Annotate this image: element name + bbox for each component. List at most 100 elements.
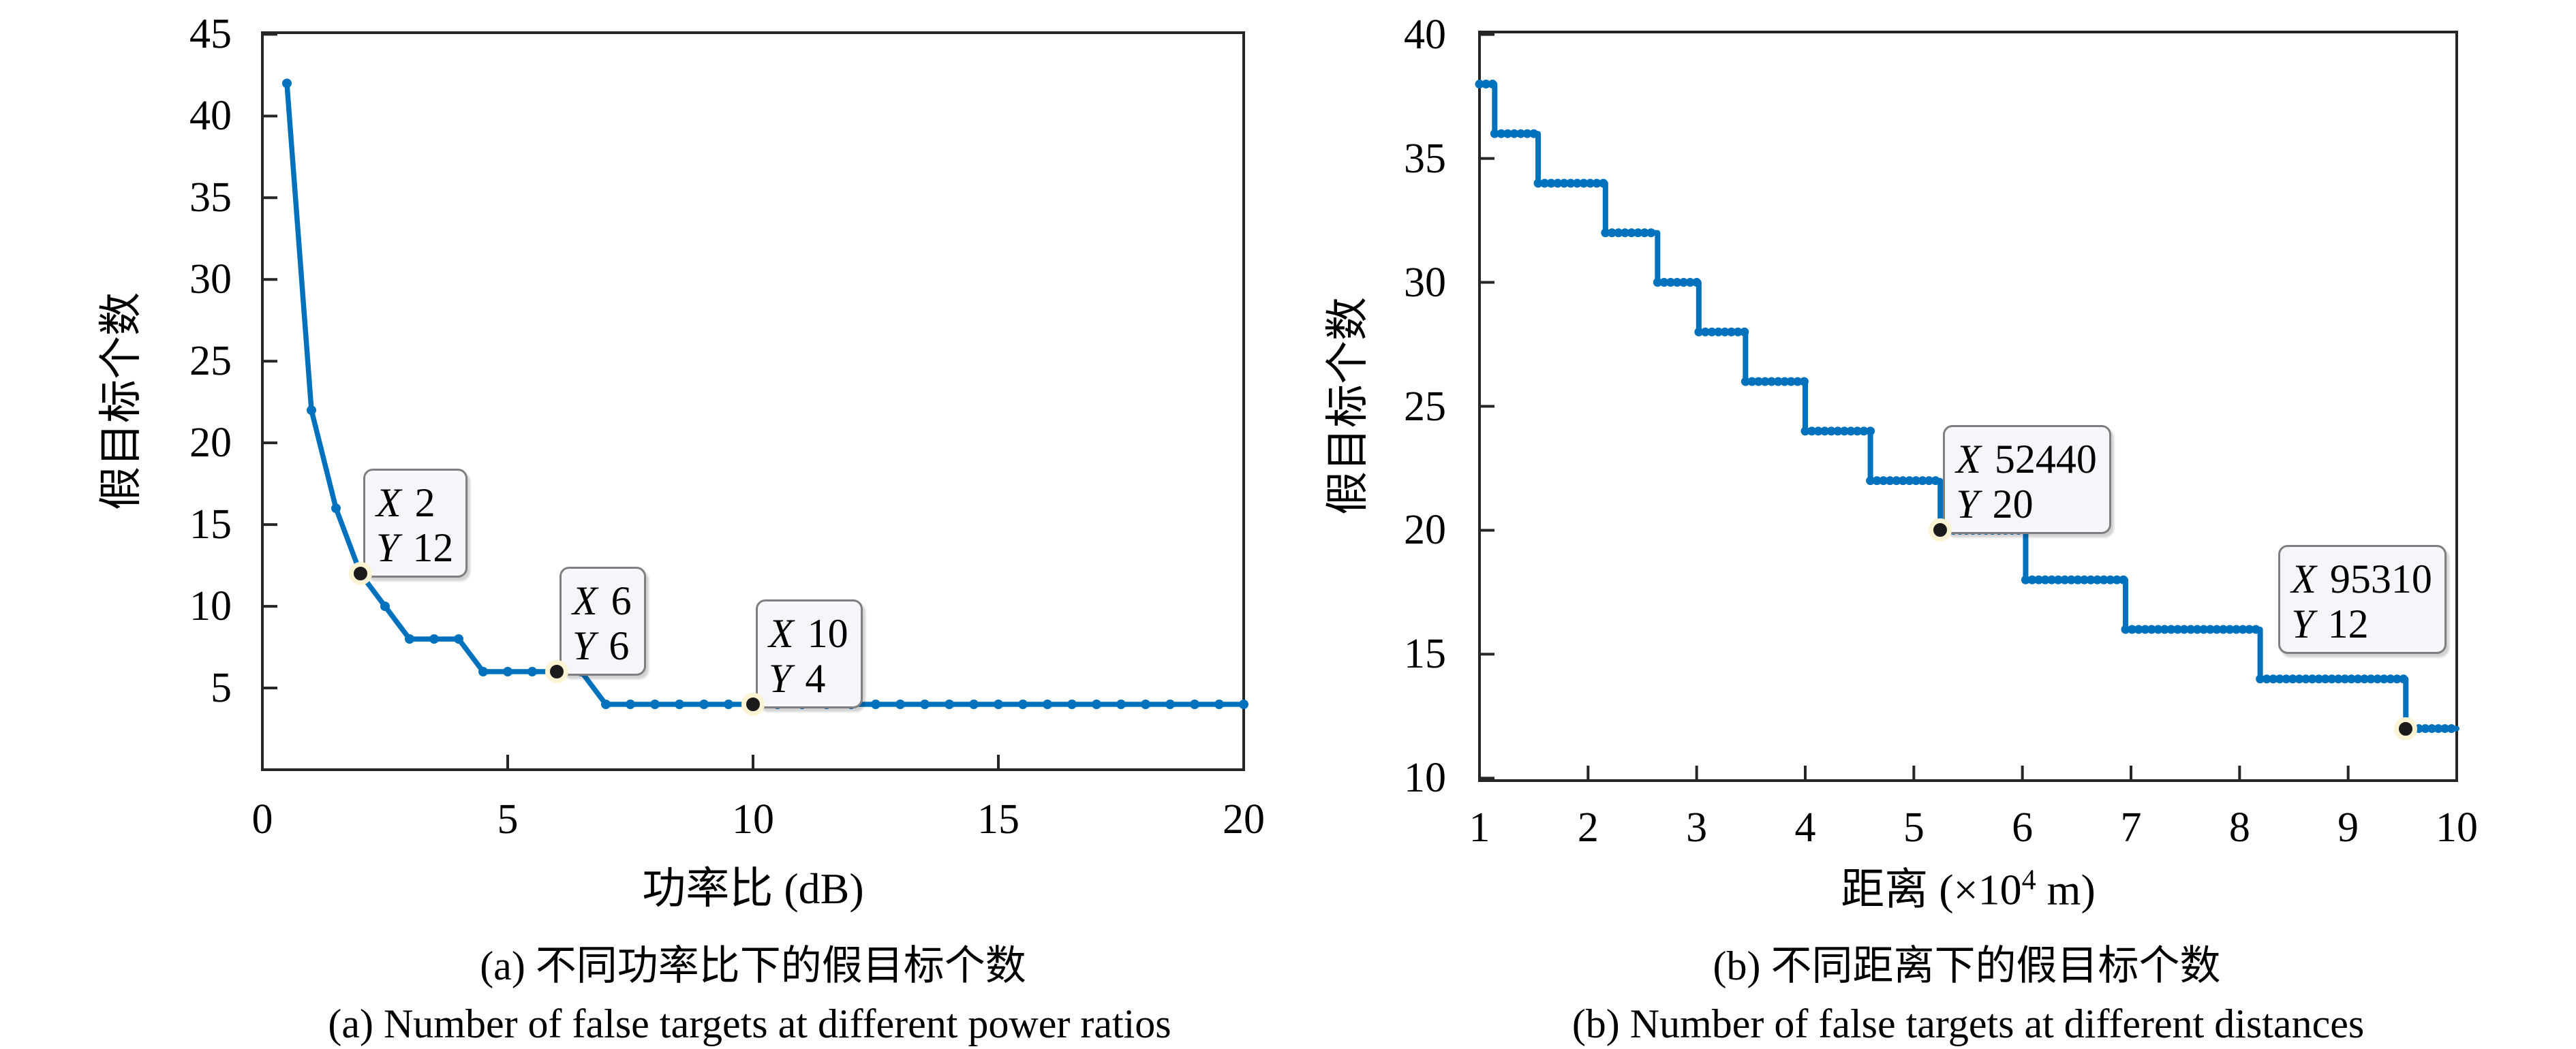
data-point: [1925, 476, 1934, 486]
data-point: [1780, 377, 1790, 386]
data-point: [773, 700, 782, 710]
data-point: [2288, 674, 2297, 684]
data-point: [2119, 575, 2128, 584]
data-point: [2021, 575, 2030, 584]
data-point: [454, 634, 463, 644]
data-point: [1601, 228, 1610, 238]
data-point: [1714, 327, 1723, 336]
data-point: [1672, 278, 1682, 287]
data-point: [871, 700, 880, 710]
data-point: [2353, 674, 2363, 684]
data-point: [2314, 674, 2324, 684]
data-point: [1141, 700, 1150, 710]
data-point: [1490, 129, 1499, 138]
left-caption-english: (a) Number of false targets at different…: [328, 1001, 1171, 1046]
data-point: [626, 700, 635, 710]
data-point: [895, 700, 905, 710]
data-point: [2112, 575, 2121, 584]
data-point: [2192, 625, 2202, 634]
right-x-axis-label: 距离 (×104 m): [1841, 866, 2096, 911]
data-point: [2212, 625, 2222, 634]
data-point: [1679, 278, 1689, 287]
right-caption-english: (b) Number of false targets at different…: [1571, 1001, 2365, 1046]
data-point: [2245, 625, 2254, 634]
data-point: [1522, 129, 1532, 138]
data-point: [1760, 377, 1770, 386]
data-point: [1826, 426, 1836, 436]
data-point: [2199, 625, 2209, 634]
data-point: [2333, 674, 2343, 684]
data-point: [2366, 674, 2376, 684]
data-point: [1509, 129, 1519, 138]
data-point: [2262, 674, 2271, 684]
data-point: [601, 700, 611, 710]
data-point: [2379, 674, 2389, 684]
data-point: [282, 78, 292, 89]
data-point: [1753, 377, 1763, 386]
data-point: [2238, 625, 2248, 634]
data-point: [2447, 724, 2456, 734]
data-point: [699, 700, 709, 710]
data-point: [1627, 228, 1636, 238]
series-line: [284, 80, 1246, 707]
data-point: [2179, 625, 2189, 634]
data-point: [2225, 625, 2235, 634]
data-point: [1820, 426, 1830, 436]
data-point: [1553, 178, 1563, 188]
data-point: [2047, 575, 2057, 584]
data-point: [1546, 178, 1556, 188]
data-point: [2020, 525, 2029, 535]
data-point: [1621, 228, 1630, 238]
data-point: [1747, 377, 1757, 386]
data-point: [331, 503, 341, 514]
data-point: [2141, 625, 2150, 634]
data-point: [1043, 700, 1052, 710]
data-point: [675, 700, 684, 710]
data-point: [2066, 575, 2076, 584]
data-point: [1720, 327, 1730, 336]
data-point: [1692, 278, 1702, 287]
data-point: [1529, 129, 1539, 138]
data-point: [429, 634, 439, 644]
data-point: [724, 700, 733, 710]
data-point: [1793, 377, 1803, 386]
data-point: [2301, 674, 2311, 684]
plot-frame: [1478, 31, 2458, 782]
data-point: [1239, 700, 1248, 710]
right-caption-chinese: (b) 不同距离下的假目标个数: [1713, 943, 2221, 988]
data-point: [1859, 426, 1869, 436]
data-point: [748, 700, 758, 710]
data-point: [1700, 327, 1710, 336]
data-point: [1634, 228, 1643, 238]
data-point: [1646, 228, 1656, 238]
data-point: [2093, 575, 2102, 584]
data-point: [2327, 674, 2337, 684]
data-point: [1607, 228, 1616, 238]
data-point: [577, 667, 586, 677]
data-point: [2399, 674, 2408, 684]
data-point: [1566, 178, 1576, 188]
data-point: [846, 700, 856, 710]
data-point: [1116, 700, 1126, 710]
data-point: [2173, 625, 2183, 634]
data-point: [2134, 625, 2143, 634]
data-point: [1852, 426, 1862, 436]
data-point: [2232, 625, 2241, 634]
data-point: [1503, 129, 1512, 138]
data-point: [1918, 476, 1927, 486]
data-point: [2307, 674, 2317, 684]
data-point: [2340, 674, 2350, 684]
data-point: [650, 700, 660, 710]
data-point: [1866, 476, 1875, 486]
data-point: [2386, 674, 2395, 684]
data-point: [1885, 476, 1895, 486]
data-point: [1931, 476, 1940, 486]
plot-frame: [261, 31, 1245, 771]
data-point: [1892, 476, 1901, 486]
data-point: [920, 700, 930, 710]
data-point: [2434, 724, 2443, 734]
data-point: [2060, 575, 2070, 584]
data-point: [2346, 674, 2356, 684]
data-point: [945, 700, 954, 710]
